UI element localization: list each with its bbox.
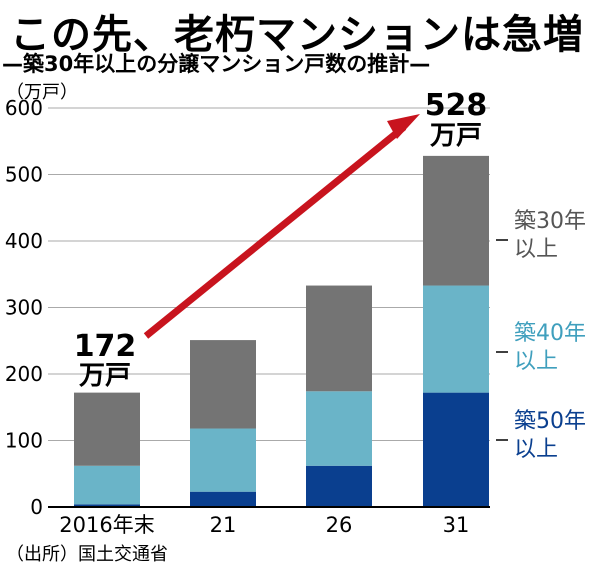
- end-value: 528: [425, 88, 488, 123]
- arrow-head: [387, 114, 420, 139]
- y-axis-unit: （万戸）: [6, 82, 78, 103]
- y-tick-label: 500: [5, 163, 43, 187]
- bar-segment: [74, 465, 140, 505]
- arrow-shaft: [143, 124, 407, 339]
- legend-label: 以上: [514, 237, 558, 262]
- y-tick-label: 0: [30, 495, 43, 519]
- bar-segment: [306, 285, 372, 392]
- y-tick-label: 100: [5, 429, 43, 453]
- x-tick-label: 2016年末: [59, 513, 154, 537]
- start-value-unit: 万戸: [79, 361, 131, 391]
- bar-segment: [423, 155, 489, 286]
- bar-segment: [190, 340, 256, 429]
- bar-segment: [306, 391, 372, 466]
- x-axis-ticks: 2016年末 21 26 31: [59, 513, 469, 537]
- x-tick-label: 21: [210, 513, 237, 537]
- start-value: 172: [74, 329, 137, 364]
- y-tick-label: 400: [5, 229, 43, 253]
- legend-label: 築30年: [514, 209, 586, 234]
- legend-label: 築40年: [514, 321, 586, 346]
- growth-arrow: [143, 114, 420, 339]
- end-value-unit: 万戸: [430, 121, 482, 151]
- x-tick-label: 26: [326, 513, 353, 537]
- y-tick-label: 300: [5, 296, 43, 320]
- chart-subtitle: —築30年以上の分譲マンション戸数の推計—: [2, 52, 431, 76]
- x-tick-label: 31: [443, 513, 470, 537]
- legend-label: 築50年: [514, 409, 586, 434]
- bar-segment: [423, 392, 489, 507]
- gridlines: [48, 107, 490, 441]
- bar-segment: [306, 465, 372, 507]
- y-tick-label: 600: [5, 96, 43, 120]
- y-axis-ticks: 0 100 200 300 400 500 600: [5, 96, 43, 519]
- chart-title: この先、老朽マンションは急増: [10, 11, 584, 58]
- bars: [74, 155, 489, 507]
- legend-label: 以上: [514, 437, 558, 462]
- bar-segment: [74, 392, 140, 466]
- bar-segment: [190, 491, 256, 507]
- bar-segment: [190, 428, 256, 492]
- bar-segment: [74, 504, 140, 507]
- y-tick-label: 200: [5, 362, 43, 386]
- bar-segment: [423, 285, 489, 393]
- legend-label: 以上: [514, 349, 558, 374]
- source-note: （出所）国土交通省: [6, 544, 168, 565]
